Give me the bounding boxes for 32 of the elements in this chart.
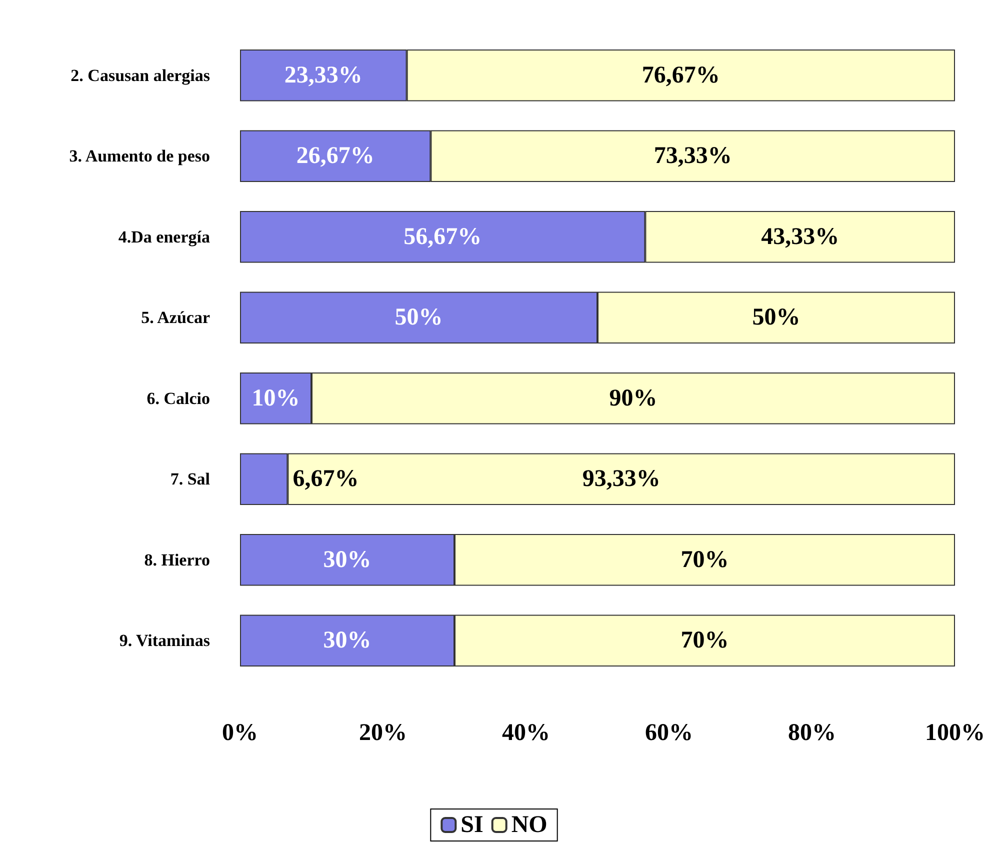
data-label: 76,67% xyxy=(642,62,720,88)
data-label: 56,67% xyxy=(404,224,482,250)
x-tick-label: 0% xyxy=(222,720,258,746)
data-label: 50% xyxy=(752,304,800,331)
x-tick-label: 60% xyxy=(645,720,693,746)
x-tick-label: 40% xyxy=(502,720,550,746)
x-tick-label: 20% xyxy=(359,720,407,746)
data-label: 93,33% xyxy=(582,466,660,492)
data-label: 26,67% xyxy=(296,143,374,170)
x-tick-label: 100% xyxy=(925,720,985,746)
y-tick-label: 4.Da energía xyxy=(118,227,210,246)
data-label: 43,33% xyxy=(761,224,840,250)
data-label: 30% xyxy=(323,628,372,654)
data-label: 30% xyxy=(323,546,372,573)
y-tick-label: 6. Calcio xyxy=(146,388,210,408)
x-tick-label: 80% xyxy=(788,720,836,746)
data-label: 73,33% xyxy=(654,143,732,170)
y-tick-label: 2. Casusan alergias xyxy=(70,66,210,85)
data-label: 70% xyxy=(680,546,729,573)
data-label: 50% xyxy=(394,304,443,331)
y-tick-label: 5. Azúcar xyxy=(141,308,210,328)
y-tick-label: 8. Hierro xyxy=(144,550,210,570)
data-label: 23,33% xyxy=(284,62,362,88)
y-tick-label: 7. Sal xyxy=(170,470,210,489)
legend-label: SI xyxy=(460,812,484,838)
data-label: 70% xyxy=(680,628,729,654)
legend-label: NO xyxy=(511,812,548,838)
data-label: 90% xyxy=(609,385,658,412)
data-label: 6,67% xyxy=(292,466,359,492)
data-label: 10% xyxy=(252,385,300,412)
y-tick-label: 9. Vitaminas xyxy=(119,631,210,650)
y-tick-label: 3. Aumento de peso xyxy=(69,146,210,166)
